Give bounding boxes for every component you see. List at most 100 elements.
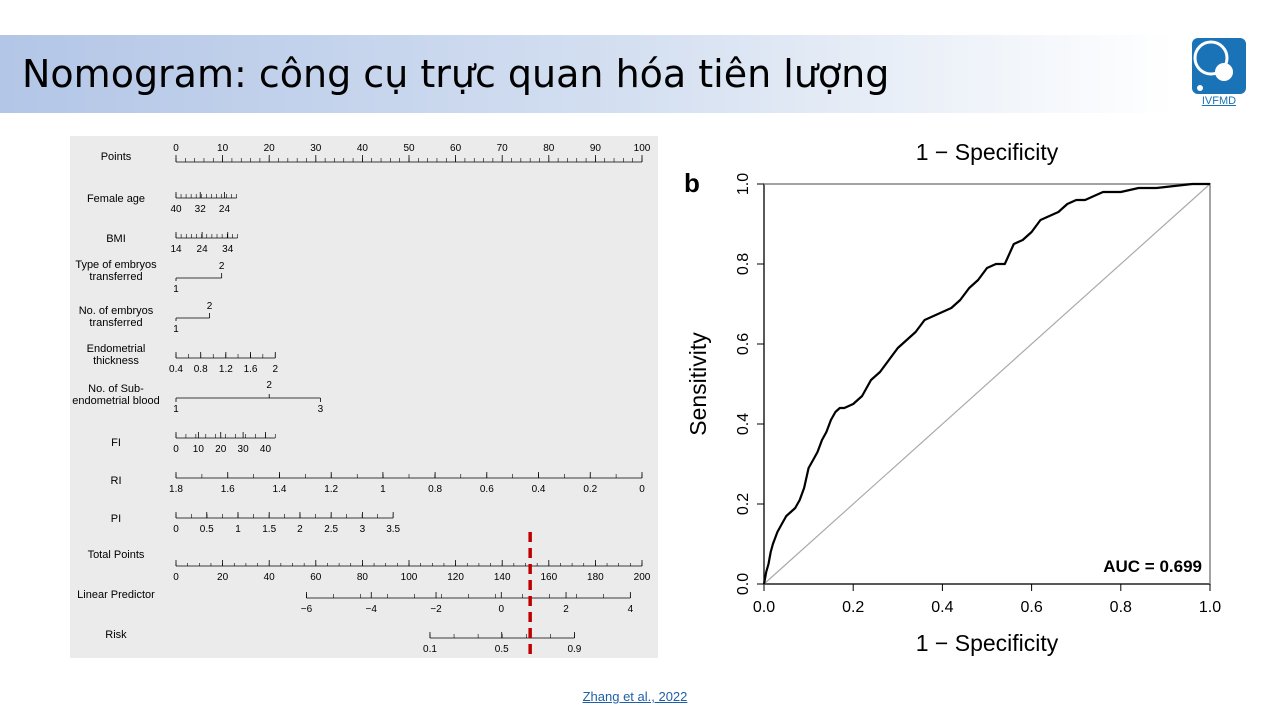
nomogram-label-total-points: Total Points [88,549,145,561]
nomogram-row-subendometrial: No. of Sub-endometrial blood 1 2 3 [72,380,323,415]
x-tick-label: 1.0 [1199,599,1221,616]
nomogram-row-ri: RI 1.8 1.6 1.4 1.2 1 0.8 0.6 0.4 0.2 0 [111,472,645,495]
x-axis-label: 1 − Specificity [916,630,1059,656]
nomogram-tick-label: 60 [310,572,322,583]
nomogram-tick-label: 160 [540,572,557,583]
citation-link[interactable]: Zhang et al., 2022 [582,689,688,704]
nomogram-row-risk: Risk 0.1 0.5 0.9 [105,629,582,655]
nomogram-tick-label: 1.5 [262,524,276,535]
nomogram-tick-label: 0.8 [194,364,208,375]
nomogram-row-points: Points 0 10 20 30 40 50 60 70 80 90 100 [101,143,651,163]
nomogram-label-bmi: BMI [106,233,126,245]
nomogram-label-type-embryos: Type of embryos transferred [75,259,157,283]
nomogram-tick-label: 0.5 [200,524,214,535]
nomogram-tick-label: 70 [497,143,509,154]
nomogram-label-endometrial: Endometrial thickness [87,343,146,367]
chart-title: 1 − Specificity [916,139,1059,165]
y-axis-label: Sensitivity [685,332,711,436]
nomogram-tick-label: 3 [318,404,324,415]
nomogram-row-linear-predictor: Linear Predictor −6 −4 −2 0 2 4 [77,589,633,615]
nomogram-tick-label: 20 [215,444,227,455]
nomogram-tick-label: 1 [173,284,179,295]
nomogram-label-risk: Risk [105,629,127,641]
nomogram-tick-label: 2 [266,380,272,391]
nomogram-row-fi: FI 0 10 20 30 40 [111,432,276,455]
nomogram-tick-label: 1.2 [324,484,338,495]
nomogram-tick-label: 0.9 [567,644,581,655]
nomogram-label-no-embryos: No. of embryos transferred [79,305,154,329]
nomogram-row-no-embryos: No. of embryos transferred 1 2 [79,301,213,335]
nomogram-tick-label: 14 [170,244,182,255]
x-tick-label: 0.4 [931,599,953,616]
nomogram-tick-label: 4 [628,604,634,615]
nomogram-tick-label: 1 [173,324,179,335]
nomogram-tick-label: 34 [222,244,234,255]
nomogram-tick-label: 30 [238,444,250,455]
nomogram-tick-label: 3.5 [386,524,400,535]
nomogram-tick-label: 2 [563,604,569,615]
nomogram-row-bmi: BMI 14 24 34 [106,232,238,255]
nomogram-tick-label: 24 [219,204,231,215]
nomogram-tick-label: 80 [357,572,369,583]
nomogram-tick-label: 3 [360,524,366,535]
nomogram-tick-label: 0.1 [423,644,437,655]
nomogram-tick-label: 1.6 [244,364,258,375]
nomogram-tick-label: 1.6 [221,484,235,495]
nomogram-tick-label: 40 [170,204,182,215]
roc-chart: 1 − Specificity b 0.0 0.2 0.4 0.6 0.8 1.0 0.0 0.2… [684,139,1221,656]
x-tick-label: 0.0 [753,599,775,616]
nomogram-tick-label: 0.2 [583,484,597,495]
nomogram-label-points: Points [101,151,132,163]
nomogram-tick-label: 200 [634,572,651,583]
nomogram-tick-label: 100 [634,143,651,154]
nomogram-tick-label: 0.4 [532,484,546,495]
nomogram-tick-label: 60 [450,143,462,154]
nomogram-tick-label: 0 [173,444,179,455]
nomogram-tick-label: 1.4 [272,484,286,495]
y-tick-label: 0.6 [735,333,752,355]
nomogram-tick-label: 120 [447,572,464,583]
y-tick-label: 1.0 [735,173,752,195]
nomogram-tick-label: −4 [366,604,378,615]
nomogram-tick-label: 0 [498,604,504,615]
nomogram-tick-label: 32 [195,204,207,215]
nomogram-tick-label: 180 [587,572,604,583]
nomogram-label-subendometrial: No. of Sub-endometrial blood [72,383,159,407]
x-tick-label: 0.2 [842,599,864,616]
nomogram-tick-label: 2 [219,261,225,272]
nomogram-tick-label: 0 [173,572,179,583]
nomogram-tick-label: 50 [403,143,415,154]
y-tick-label: 0.4 [735,413,752,435]
nomogram-tick-label: 0.5 [495,644,509,655]
nomogram-tick-label: 40 [260,444,272,455]
logo-text: IVFMD [1201,95,1237,107]
nomogram-row-pi: PI 0 0.5 1 1.5 2 2.5 3 3.5 [111,512,401,535]
slide-title: Nomogram: công cụ trực quan hóa tiên lượ… [22,52,890,96]
x-tick-label: 0.8 [1110,599,1132,616]
nomogram-label-fi: FI [111,437,121,449]
nomogram-row-endometrial: Endometrial thickness 0.4 0.8 1.2 1.6 2 [87,343,279,375]
x-tick-label: 0.6 [1020,599,1042,616]
y-tick-label: 0.8 [735,253,752,275]
nomogram-tick-label: −6 [301,604,313,615]
nomogram-tick-label: 1 [235,524,241,535]
nomogram-row-total-points: Total Points 0 20 40 60 80 100 120 140 160 180 200 [88,549,651,583]
roc-curve [762,182,1210,585]
nomogram-tick-label: 20 [264,143,276,154]
diagonal-reference-line [763,183,1211,585]
nomogram-tick-label: 1.8 [169,484,183,495]
nomogram-tick-label: 40 [357,143,369,154]
nomogram-tick-label: 0.6 [480,484,494,495]
ivfmd-logo: IVFMD [1190,38,1248,110]
nomogram-tick-label: 30 [310,143,322,154]
nomogram-label-pi: PI [111,513,121,525]
nomogram-tick-label: 24 [197,244,209,255]
auc-annotation: AUC = 0.699 [1103,557,1202,576]
nomogram-label-female-age: Female age [87,193,145,205]
nomogram-tick-label: 2.5 [324,524,338,535]
nomogram-tick-label: 1 [173,404,179,415]
nomogram-tick-label: 80 [543,143,555,154]
y-tick-label: 0.2 [735,493,752,515]
panel-letter: b [684,168,700,198]
